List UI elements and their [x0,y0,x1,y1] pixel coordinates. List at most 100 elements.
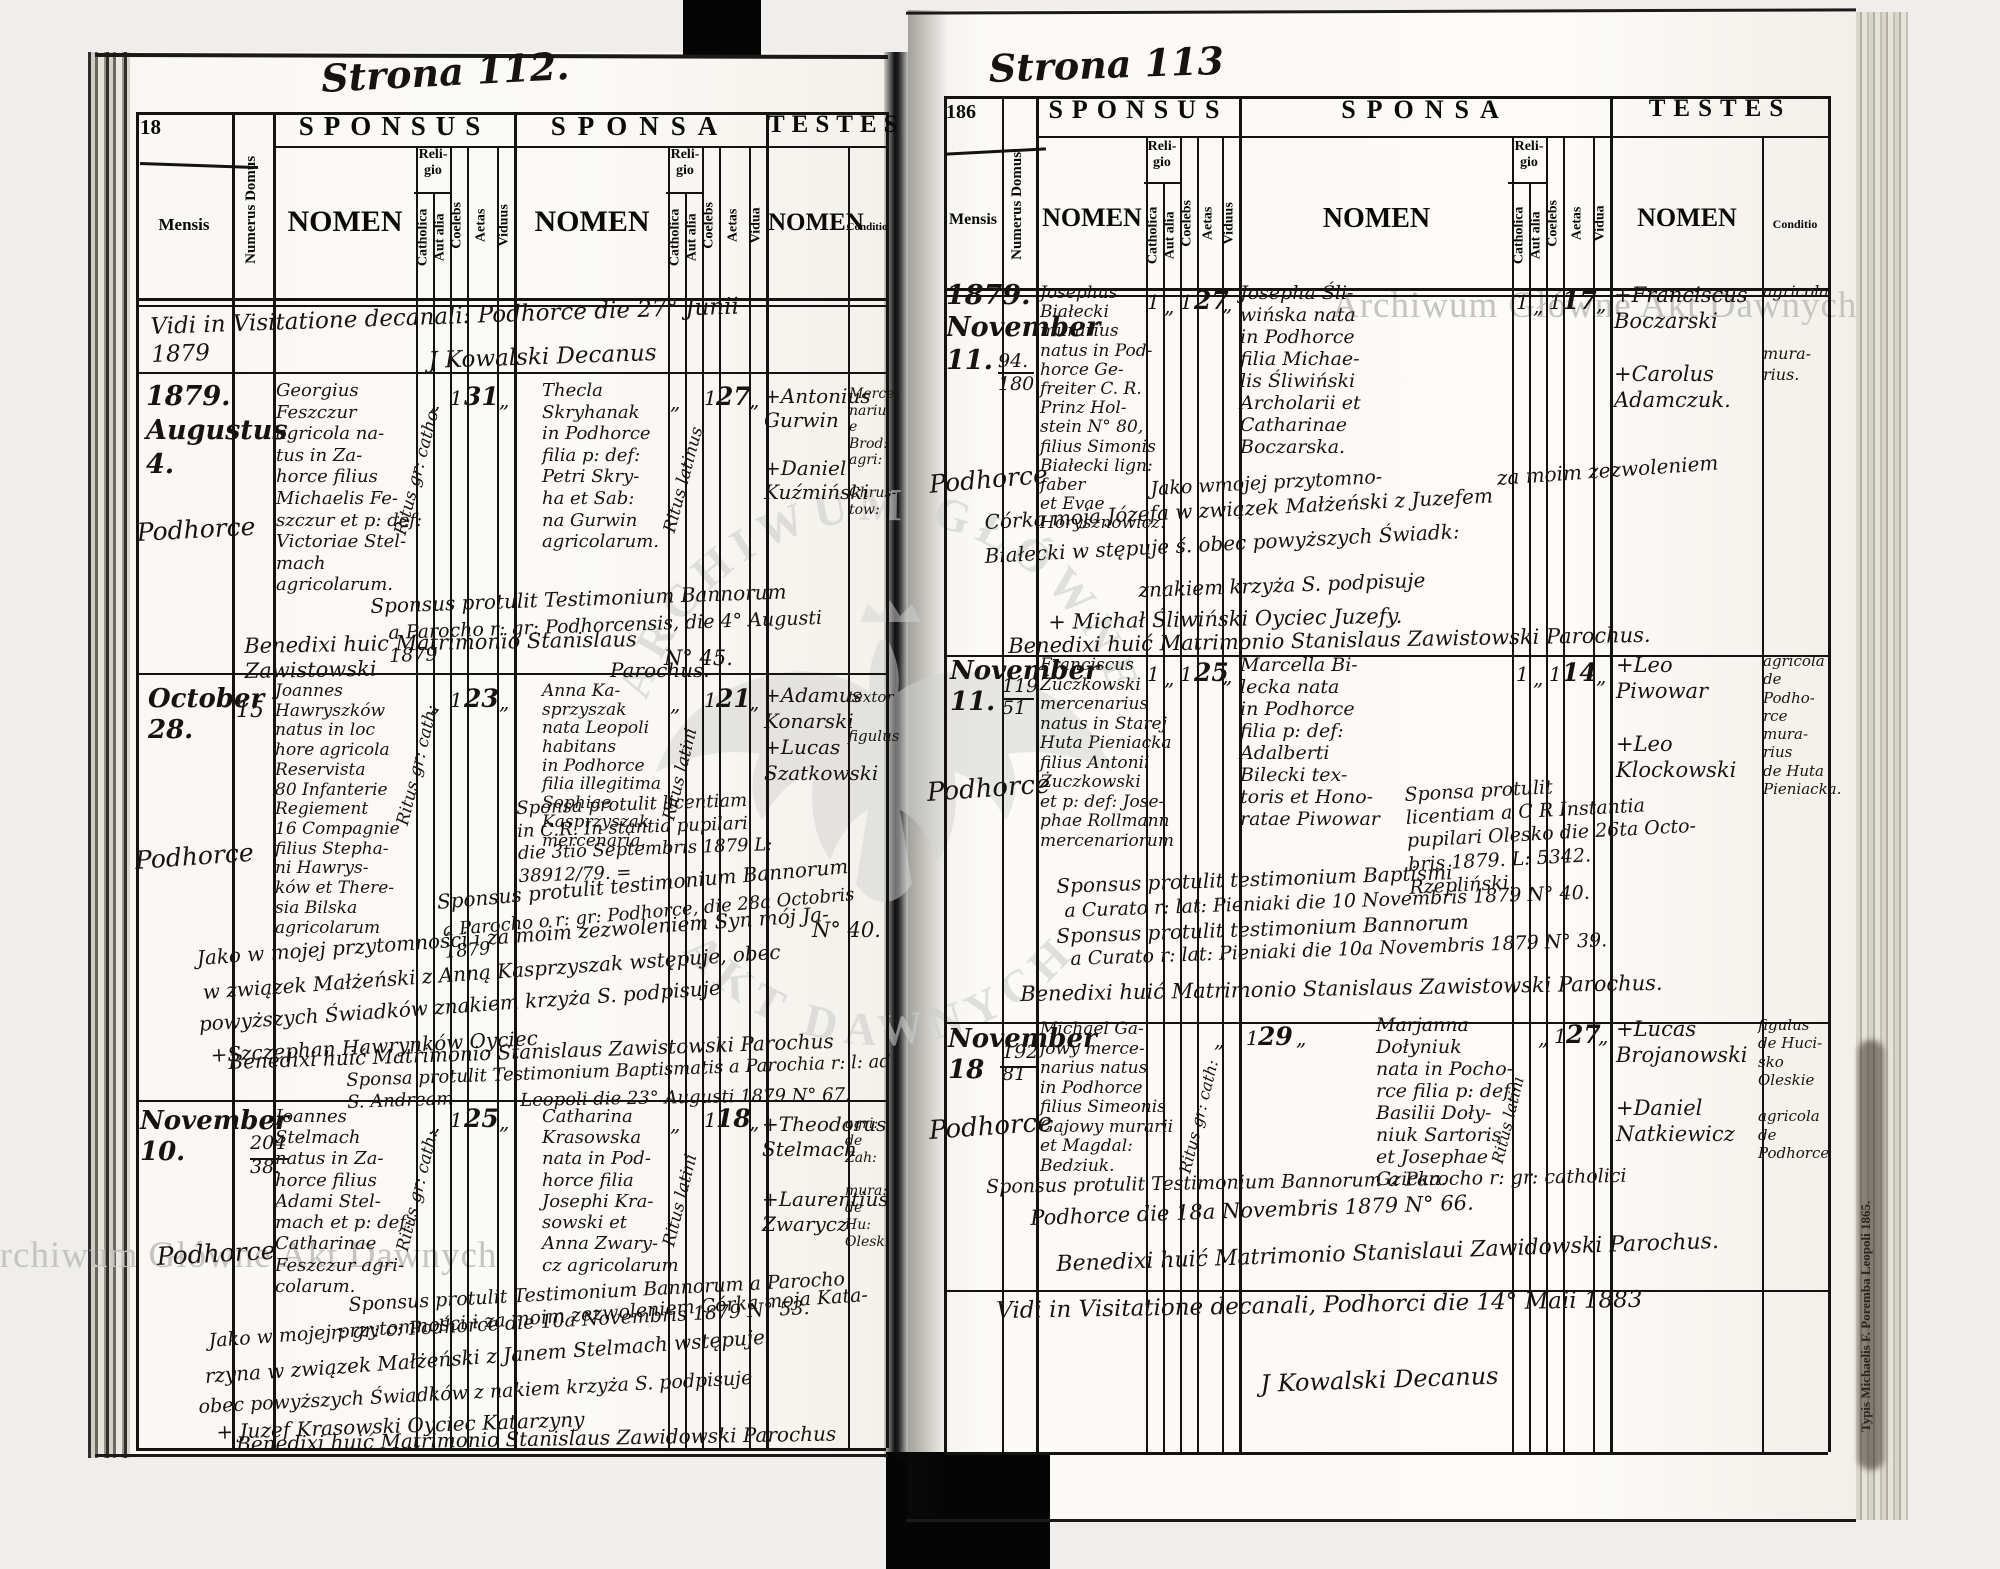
grid-line [685,192,687,1448]
testes-conditio: Merce- nariu e Brod: agri: Chrus- tow: [849,386,900,518]
col-aut-alia: Aut alia [432,213,448,262]
grid-line [944,655,1828,657]
grid-line [1036,136,1828,138]
sponsa-aetas: 21 [716,684,751,713]
sponsus-nomen: Franciscus Żuczkowski mercenarius natus … [1040,655,1174,851]
col-vidua: Vidua [748,207,764,244]
grid-line [944,1290,1828,1292]
sponsus-aetas: 29 [1258,1022,1293,1051]
col-mensis-right: Mensis [949,211,997,228]
mark: „ [749,388,760,412]
col-sponsa-right: SPONSA [1341,95,1510,124]
ink-rule [1002,698,1034,700]
mark: „ [430,692,441,716]
grid-line [886,112,889,1448]
grid-line [497,146,499,1448]
sponsus-nomen: Joannes Stelmach natus in Za- horce fili… [275,1106,413,1297]
entry-date: November 11. [950,656,1099,718]
col-aetas: Aetas [473,208,489,243]
ink-rule [250,1158,288,1160]
testes-nomen: +Leo Piwowar +Leo Klockowski [1616,653,1737,782]
sponsus-aetas: 25 [1194,658,1229,687]
entry-date: 1879. Augustus 4. [146,381,288,480]
col-testes-left: TESTES [768,111,905,138]
grid-line [1180,136,1182,1452]
grid-line [1762,136,1764,1452]
mark: 1 [1180,290,1193,314]
col-nomen-sponsus-left: NOMEN [287,205,403,238]
mark: 1 [1516,662,1529,686]
col-sponsus-right: SPONSUS [1048,95,1229,124]
entry-house-number: 94. 180. [998,350,1041,395]
mark: „ [499,690,510,714]
grid-line [719,146,721,1448]
mark: 1 [1147,662,1160,686]
mark: „ [1538,1026,1549,1050]
testes-nomen: +Adamus Konarski +Lucas Szatkowski [764,683,879,785]
col-aut-alia: Aut alia [1528,211,1544,260]
col-religio-right-1b: gio [1153,155,1171,170]
scanner-gap-bottom [886,1452,1050,1569]
grid-line [136,112,139,1448]
mark: 1 [1549,662,1562,686]
grid-line [1197,136,1199,1452]
col-nomen-sponsus-right: NOMEN [1042,203,1142,232]
mark: „ [1596,664,1607,688]
grid-line [467,146,469,1448]
grid-line [450,146,452,1448]
mark: „ [1214,1028,1225,1052]
sponsus-aetas: 25 [464,1104,499,1133]
col-aetas: Aetas [1200,206,1216,241]
banns-number: N° 40. [812,918,881,942]
col-religio-left-2: Reli- [670,147,700,162]
grid-line [273,146,886,148]
grid-line [668,146,670,1448]
testes-conditio: agri: de Zah: mura: de Hu: Oleski [845,1116,890,1250]
mark: 1 [1246,1026,1259,1050]
mark: „ [1164,294,1175,318]
col-coelebs: Coelebs [1545,200,1561,247]
mark: 1 [450,386,463,410]
mark: 1 [704,688,717,712]
mark: „ [1164,666,1175,690]
sponsa-nomen: Anna Ka- sprzyszak nata Leopoli habitans… [542,681,661,851]
sponsus-nomen: Georgius Feszczur agricola na- tus in Za… [276,380,423,596]
col-conditio-left: Conditio [846,221,888,233]
mark: 1 [1554,1024,1567,1048]
col-viduus: Viduus [1221,202,1237,245]
entry-date: 1879. November 11. [946,280,1101,376]
mark: „ [1596,292,1607,316]
mark: „ [1222,664,1233,688]
mark: 1 [450,1108,463,1132]
sponsa-aetas: 27 [716,382,751,411]
col-religio-left-1b: gio [424,163,442,178]
col-catholica: Catholica [667,208,683,267]
mark: „ [670,692,681,716]
edge-stain [1858,1040,1884,1470]
page-right [906,10,1858,1522]
grid-line [944,1452,1828,1455]
sponsus-aetas: 23 [464,684,499,713]
sponsa-aetas: 14 [1562,658,1597,687]
col-catholica: Catholica [1511,206,1527,265]
col-nomen-testes-left: NOMEN [768,209,864,236]
mark: 1 [704,386,717,410]
col-viduus: Viduus [496,204,512,247]
testes-nomen: +Franciscus Boczarski +Carolus Adamczuk. [1614,283,1748,412]
sponsus-nomen: Michael Ga- jowy merce- narius natus in … [1040,1019,1174,1176]
grid-line [666,192,704,194]
page-left [92,52,888,1456]
grid-line [848,146,850,1448]
col-aut-alia: Aut alia [1162,211,1178,260]
sponsa-aetas: 27 [1566,1020,1601,1049]
mark: 1 [1180,662,1193,686]
entry-house-number: 119 51 [1002,675,1039,719]
printer-imprint: Typis Michaelis F. Poremba Leopoli 1865. [1858,1200,1873,1432]
mark: „ [430,390,441,414]
testes-nomen: +Lucas Brojanowski +Daniel Natkiewicz [1616,1017,1748,1146]
testes-conditio: agricola de Podho- rce mura- rius de Hut… [1763,652,1842,799]
col-sponsa-left: SPONSA [550,111,730,141]
grid-line [1036,96,1039,1452]
sponsa-nomen: Catharina Krasowska nata in Pod- horce f… [542,1106,679,1276]
